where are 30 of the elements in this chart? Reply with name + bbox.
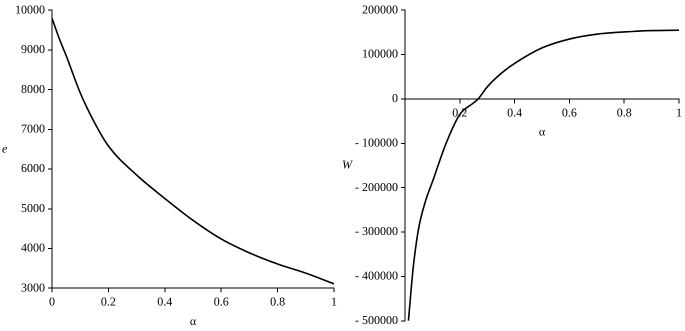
x-tick-label: 0.6: [214, 294, 229, 309]
y-tick-label: 200000: [362, 2, 398, 16]
x-tick-label: 0.8: [616, 105, 632, 120]
y-axis-title: W: [342, 158, 353, 172]
x-tick-label: 0.8: [270, 294, 286, 309]
y-tick-label: 7000: [21, 122, 45, 136]
y-tick-label: 100000: [362, 46, 398, 61]
x-tick-label: 0.4: [157, 294, 172, 309]
y-tick-label: 5000: [21, 200, 45, 215]
x-tick-label: 0.4: [507, 105, 522, 120]
x-tick-label: 0.2: [100, 294, 116, 309]
y-tick-label: 9000: [21, 42, 45, 56]
x-axis-title: α: [538, 124, 546, 139]
y-tick-label: 8000: [21, 82, 45, 96]
y-tick-label: - 300000: [354, 224, 398, 238]
y-tick-label: 4000: [21, 240, 45, 255]
y-tick-label: - 200000: [354, 180, 398, 194]
y-tick-label: - 400000: [354, 268, 398, 283]
y-tick-label: 10000: [15, 2, 45, 16]
y-axis-title: e: [2, 141, 8, 156]
x-tick-label: 1: [331, 294, 337, 309]
y-tick-label: - 500000: [354, 312, 398, 327]
x-axis-title: α: [190, 314, 197, 328]
y-tick-label: 0: [392, 91, 398, 106]
x-tick-label: 1: [676, 105, 682, 120]
x-tick-label: 0: [49, 294, 55, 309]
x-tick-label: 0.6: [562, 105, 577, 120]
y-tick-label: 6000: [21, 161, 45, 176]
y-tick-label: 3000: [21, 280, 45, 294]
y-tick-label: - 100000: [354, 135, 398, 150]
